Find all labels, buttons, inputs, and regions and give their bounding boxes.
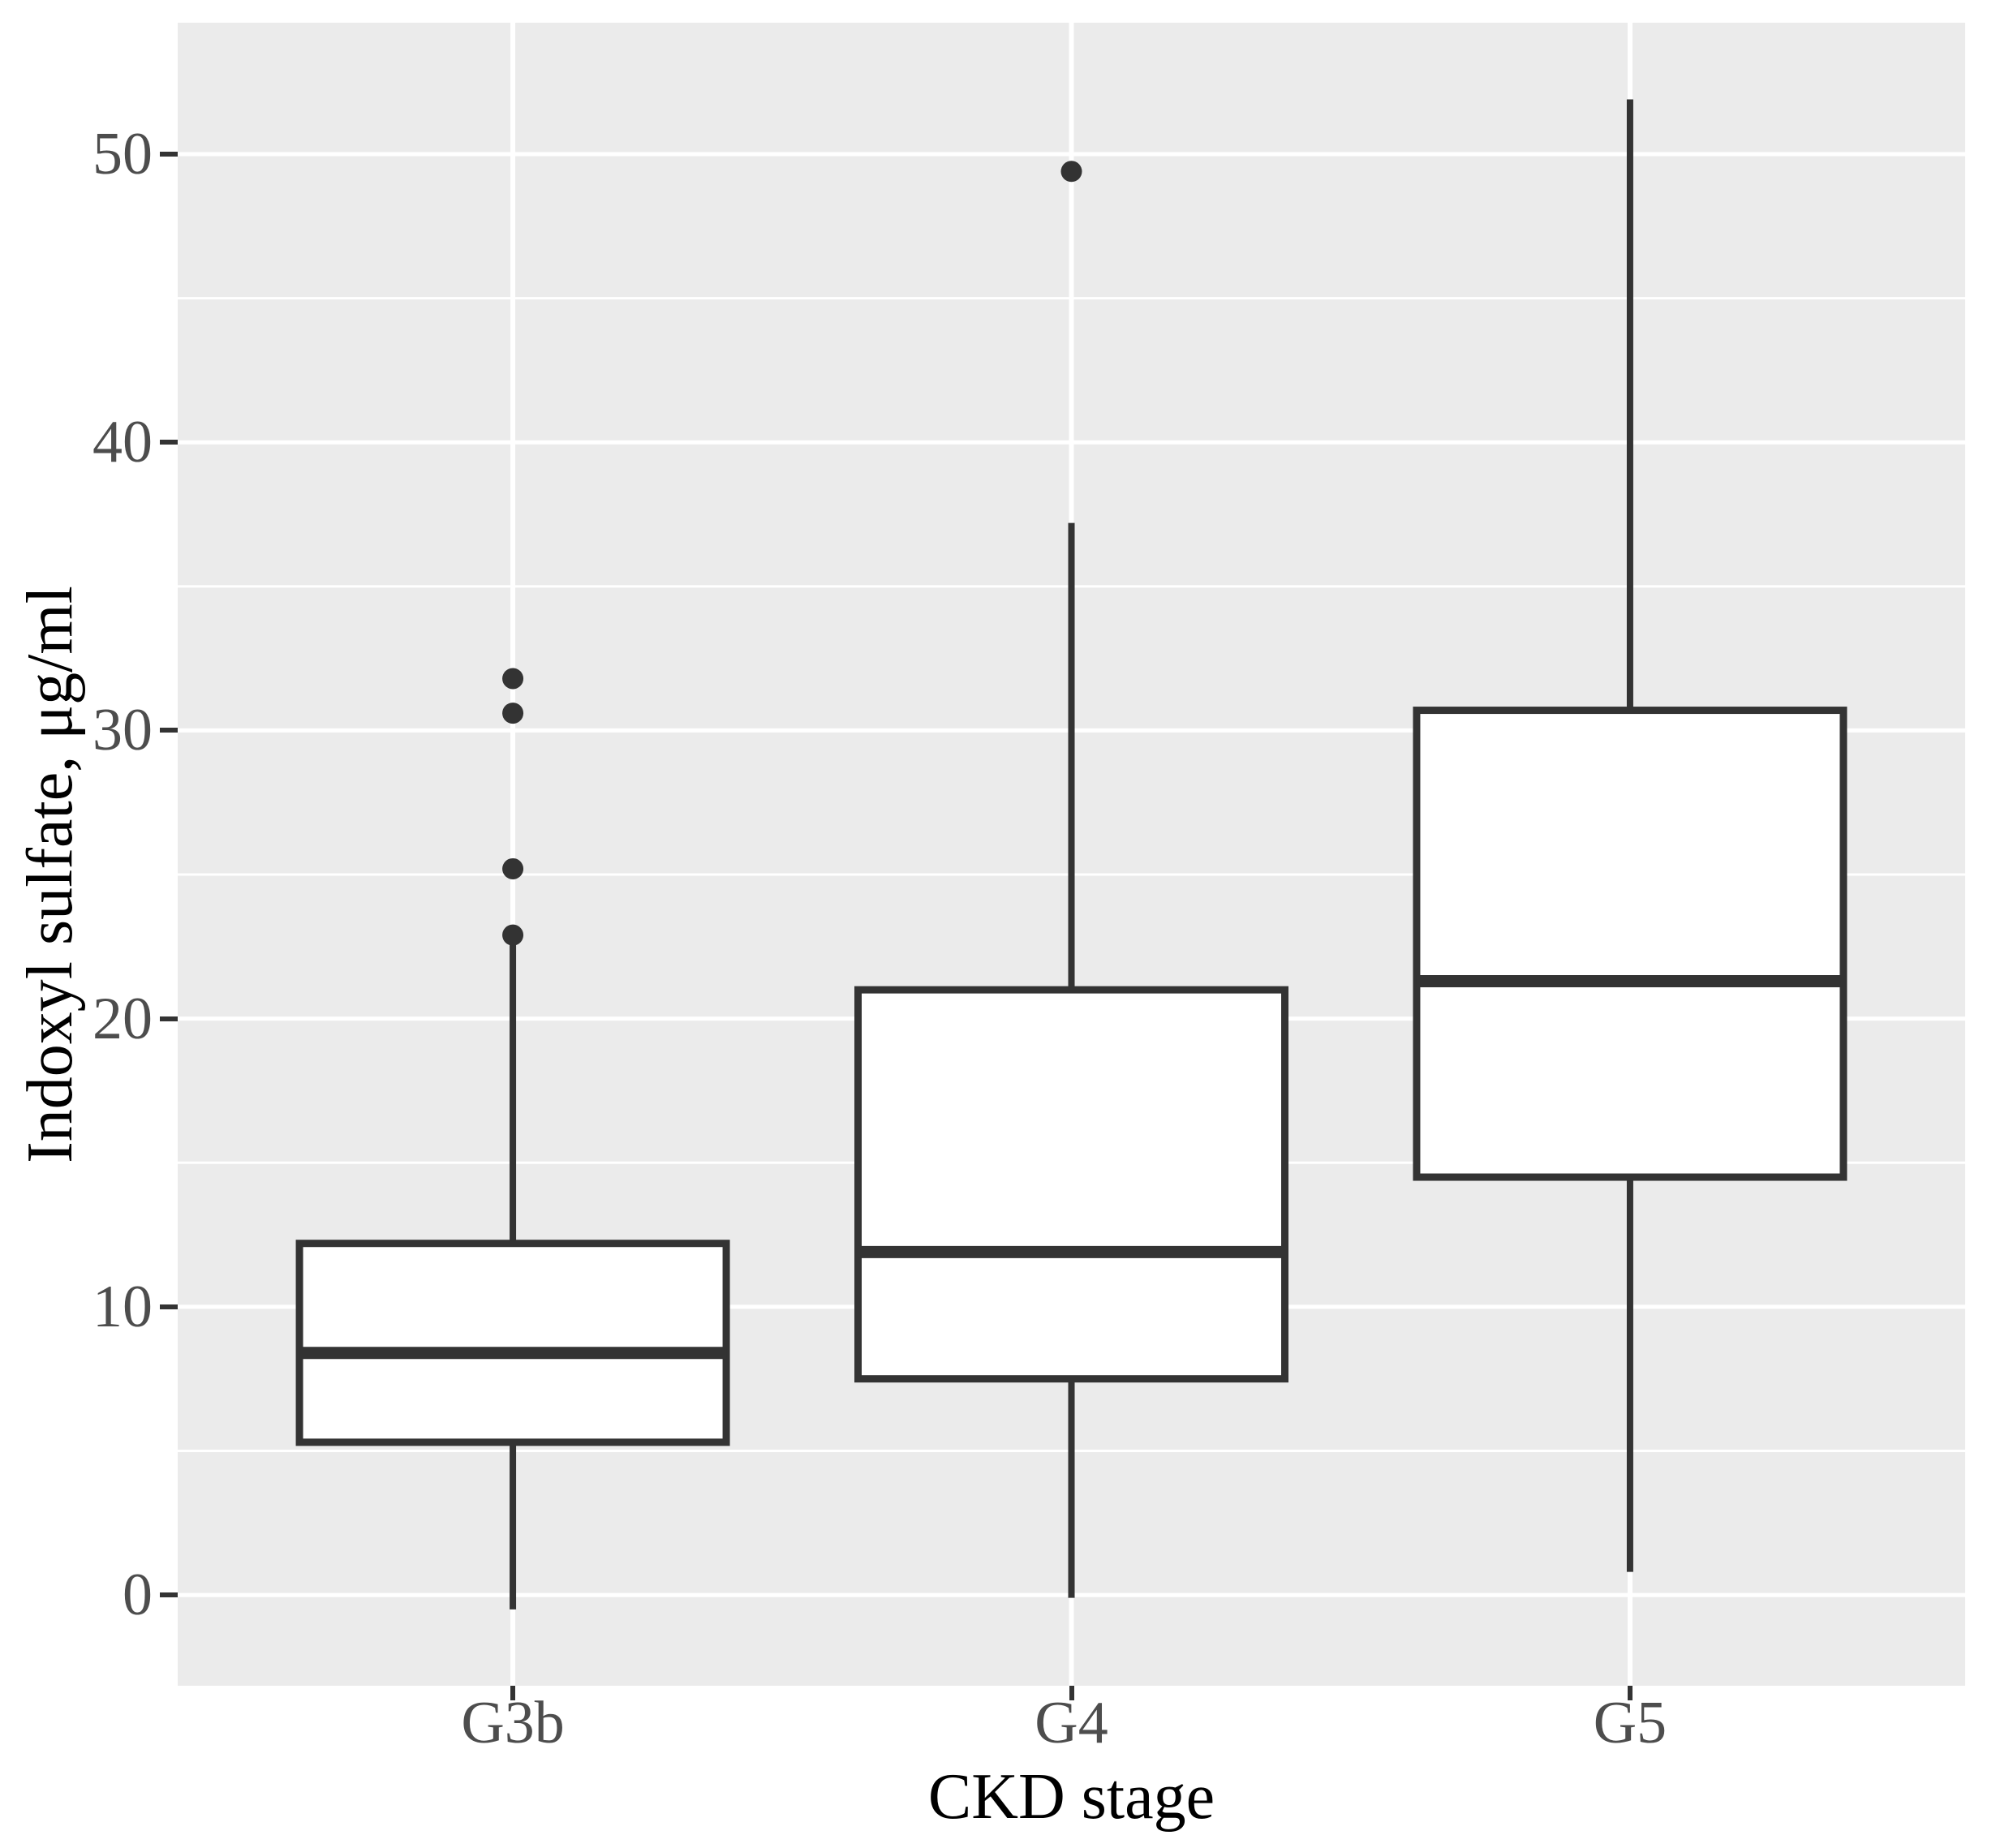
iqr-box <box>854 986 1288 1383</box>
y-tick-mark <box>160 151 178 157</box>
outlier-dot <box>502 668 524 690</box>
x-tick-label-G5: G5 <box>1593 1690 1667 1756</box>
iqr-box <box>1413 707 1848 1181</box>
x-tick-mark <box>1627 1686 1633 1700</box>
outlier-dot <box>1060 161 1082 183</box>
y-tick-mark <box>160 440 178 445</box>
x-axis-title: CKD stage <box>927 1761 1215 1833</box>
outlier-dot <box>502 703 524 724</box>
boxplot-group-G3b <box>295 668 730 1609</box>
y-tick-label: 0 <box>123 1562 153 1629</box>
y-tick-label: 40 <box>92 409 153 476</box>
iqr-box <box>295 1240 730 1446</box>
y-axis-title: Indoxyl sulfate, μg/ml <box>15 586 86 1163</box>
x-tick-label-G3b: G3b <box>461 1690 565 1756</box>
y-tick-label: 20 <box>92 985 153 1052</box>
x-tick-label-G4: G4 <box>1035 1690 1108 1756</box>
plot-panel <box>178 23 1965 1686</box>
y-tick-mark <box>160 1304 178 1309</box>
boxplot-group-G4 <box>854 161 1288 1598</box>
y-tick-label: 30 <box>92 697 153 764</box>
boxplot-group-G5 <box>1413 99 1848 1572</box>
x-tick-mark <box>510 1686 516 1700</box>
boxplot-svg <box>178 23 1965 1686</box>
y-tick-label: 50 <box>92 120 153 187</box>
x-tick-mark <box>1069 1686 1074 1700</box>
y-tick-mark <box>160 1016 178 1021</box>
y-tick-label: 10 <box>92 1273 153 1340</box>
y-tick-mark <box>160 1592 178 1598</box>
outlier-dot <box>502 924 524 946</box>
y-tick-mark <box>160 728 178 733</box>
outlier-dot <box>502 857 524 879</box>
